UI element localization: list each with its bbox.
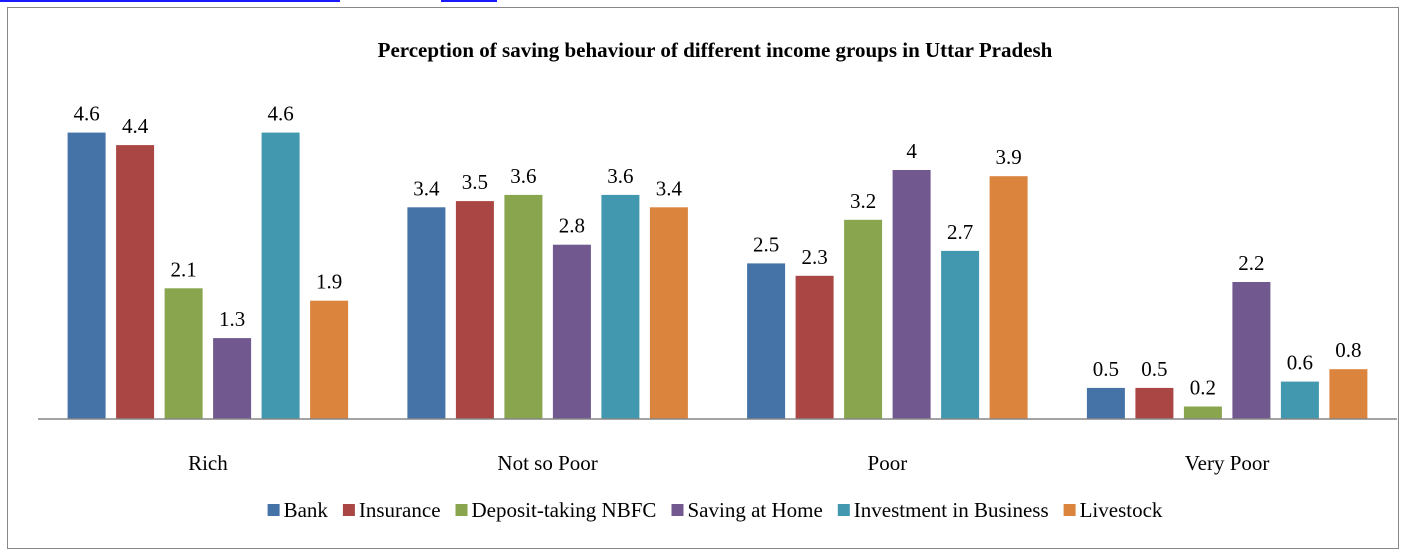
data-label: 0.5 [1141,357,1167,381]
bar [1280,381,1319,419]
data-label: 2.7 [947,220,973,244]
data-label: 2.5 [753,232,779,256]
legend-item: Deposit-taking NBFC [455,498,657,522]
data-labels-layer: 4.6 4.4 2.1 1.3 4.6 1.9 3.4 3.5 3.6 2.8 3.6 3.4 2.5 2… [73,102,1361,400]
data-label: 2.1 [170,257,196,281]
data-label: 4.4 [122,114,149,138]
data-label: 4.6 [73,102,99,126]
hyperlink-underline[interactable] [441,0,497,2]
bar [941,250,980,419]
bar [601,194,640,419]
bars-layer [67,132,1368,419]
legend-label: Investment in Business [854,498,1049,522]
legend-swatch [1063,504,1076,516]
data-label: 3.5 [462,170,488,194]
data-label: 2.3 [801,245,827,269]
legend-swatch [671,504,684,516]
bar [67,132,106,419]
data-label: 1.3 [219,307,245,331]
legend-label: Livestock [1080,498,1163,522]
legend-swatch [342,504,355,516]
bar [649,207,688,419]
legend-item: Saving at Home [671,498,823,522]
data-label: 3.6 [510,164,536,188]
bar [1183,406,1222,419]
bar [1329,369,1368,419]
legend-label: Deposit-taking NBFC [472,498,657,522]
bar [552,244,591,419]
bar [989,176,1028,419]
chart-frame [7,7,1399,549]
bar [844,219,883,419]
bar [164,288,203,419]
category-label: Not so Poor [497,451,597,475]
category-label: Poor [868,451,908,475]
bar [504,194,543,419]
data-label: 0.6 [1287,351,1313,375]
data-label: 3.4 [656,176,683,200]
data-label: 3.2 [850,189,876,213]
category-label: Rich [188,451,228,475]
category-labels-layer: Rich Not so Poor Poor Very Poor [188,451,1269,475]
bar [407,207,446,419]
category-label: Very Poor [1185,451,1270,475]
data-label: 2.2 [1238,251,1264,275]
data-label: 3.6 [607,164,633,188]
legend-label: Bank [284,498,329,522]
bar [747,263,786,419]
bar [116,145,155,419]
bar [261,132,300,419]
hyperlink-underline[interactable] [0,0,340,2]
data-label: 2.8 [559,214,585,238]
bar [1086,387,1125,419]
bar [213,338,252,419]
legend-item: Insurance [342,498,441,522]
data-label: 3.9 [995,145,1021,169]
legend-item: Bank [267,498,329,522]
data-label: 4 [906,139,917,163]
data-label: 1.9 [316,270,342,294]
bar [1135,387,1174,419]
bar [795,275,834,419]
bar [1232,282,1271,419]
legend: Bank Insurance Deposit-taking NBFC Saving a… [267,498,1163,522]
legend-label: Saving at Home [688,498,823,522]
legend-label: Insurance [359,498,441,522]
bar [310,300,349,419]
bar [892,170,931,419]
data-label: 3.4 [413,176,440,200]
chart-title: Perception of saving behaviour of differ… [378,38,1053,62]
data-label: 4.6 [267,102,293,126]
legend-item: Investment in Business [837,498,1049,522]
legend-item: Livestock [1063,498,1163,522]
legend-swatch [267,504,280,516]
bar [455,201,494,419]
data-label: 0.2 [1190,376,1216,400]
legend-swatch [455,504,468,516]
data-label: 0.5 [1093,357,1119,381]
legend-swatch [837,504,850,516]
data-label: 0.8 [1335,338,1361,362]
